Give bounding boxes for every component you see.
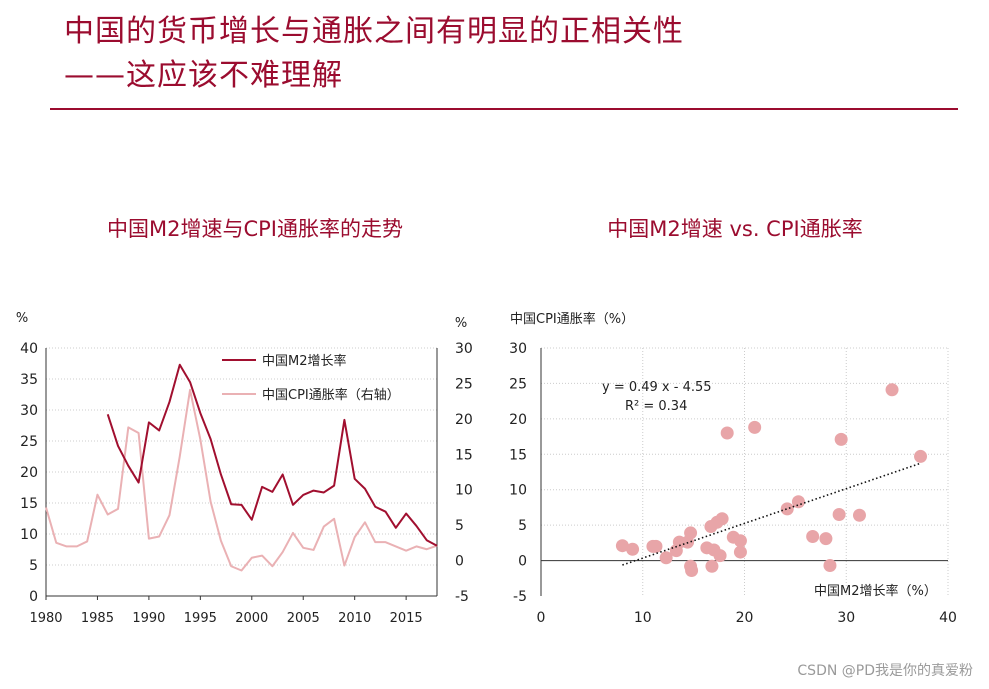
- y2-tick-label: 5: [455, 518, 464, 534]
- trendline-equation: y = 0.49 x - 4.55: [602, 380, 712, 395]
- x-tick-label: 1995: [184, 611, 217, 626]
- y-tick-label: 20: [509, 412, 527, 428]
- y-tick-label: 30: [20, 403, 38, 419]
- y-tick-label: 25: [509, 376, 527, 392]
- scatter-point: [684, 526, 698, 540]
- scatter-point: [659, 551, 673, 565]
- x-tick-label: 2005: [287, 611, 320, 626]
- scatter-point: [649, 539, 663, 553]
- scatter-point: [715, 512, 729, 526]
- y-tick-label: 15: [20, 496, 38, 512]
- scatter-point: [733, 545, 747, 559]
- y-tick-label: 25: [20, 434, 38, 450]
- x-tick-label: 20: [736, 610, 754, 626]
- series-line-m2: [106, 363, 438, 547]
- y-tick-label: 10: [20, 527, 38, 543]
- y-tick-label: 5: [518, 518, 527, 534]
- scatter-y-axis-label: 中国CPI通胀率（%）: [510, 311, 634, 327]
- scatter-point: [685, 563, 699, 577]
- scatter-point: [733, 534, 747, 548]
- y2-tick-label: 0: [455, 554, 464, 570]
- scatter-point: [823, 559, 837, 573]
- scatter-point: [705, 559, 719, 573]
- page-subtitle: ——这应该不难理解: [64, 58, 343, 93]
- x-tick-label: 2000: [235, 611, 268, 626]
- x-tick-label: 1980: [29, 611, 62, 626]
- y2-tick-label: 15: [455, 447, 473, 463]
- x-tick-label: 1990: [132, 611, 165, 626]
- legend-label-cpi: 中国CPI通胀率（右轴）: [262, 387, 400, 403]
- scatter-point: [852, 508, 866, 522]
- legend-label-m2: 中国M2增长率: [262, 353, 347, 369]
- y-tick-label: 15: [509, 447, 527, 463]
- scatter-point: [791, 495, 805, 509]
- scatter-chart-title: 中国M2增速 vs. CPI通胀率: [607, 217, 863, 241]
- y2-tick-label: 20: [455, 412, 473, 428]
- scatter-point: [834, 432, 848, 446]
- line-chart: 0 5 10 15 20 25 30 35 40 -5 0 5 10 15 20 25 30 1980 1985 19…: [16, 311, 473, 626]
- scatter-point: [885, 383, 899, 397]
- y-tick-label: 0: [518, 554, 527, 570]
- x-tick-label: 10: [634, 610, 652, 626]
- x-tick-label: 2010: [338, 611, 371, 626]
- y-tick-label: 35: [20, 372, 38, 388]
- scatter-point: [713, 549, 727, 563]
- scatter-point: [819, 532, 833, 546]
- y2-tick-label: 25: [455, 376, 473, 392]
- y2-tick-label: 10: [455, 483, 473, 499]
- y2-tick-label: 30: [455, 341, 473, 357]
- scatter-point: [626, 542, 640, 556]
- y-tick-label: 30: [509, 341, 527, 357]
- right-axis-unit: %: [455, 316, 467, 331]
- scatter-point: [780, 502, 794, 516]
- y-tick-label: 40: [20, 341, 38, 357]
- left-axis-unit: %: [16, 311, 28, 326]
- page-title: 中国的货币增长与通胀之间有明显的正相关性: [64, 14, 684, 49]
- line-chart-title: 中国M2增速与CPI通胀率的走势: [107, 217, 403, 241]
- scatter-x-axis-label: 中国M2增长率（%）: [814, 583, 937, 599]
- watermark: CSDN @PD我是你的真爱粉: [797, 663, 973, 679]
- x-tick-label: 1985: [81, 611, 114, 626]
- scatter-point: [806, 529, 820, 543]
- scatter-point: [720, 426, 734, 440]
- x-tick-label: 2015: [390, 611, 423, 626]
- x-tick-label: 0: [537, 610, 546, 626]
- y2-tick-label: -5: [455, 589, 469, 605]
- scatter-point: [748, 420, 762, 434]
- y-tick-label: 20: [20, 465, 38, 481]
- scatter-point: [832, 508, 846, 522]
- trendline-r-squared: R² = 0.34: [625, 399, 687, 414]
- y-tick-label: -5: [513, 589, 527, 605]
- line-chart-legend: 中国M2增长率 中国CPI通胀率（右轴）: [222, 353, 400, 403]
- trendline: [622, 462, 921, 566]
- y-tick-label: 5: [29, 558, 38, 574]
- x-tick-label: 40: [939, 610, 957, 626]
- x-tick-label: 30: [837, 610, 855, 626]
- series-line-cpi: [45, 388, 438, 572]
- scatter-point: [914, 449, 928, 463]
- y-tick-label: 10: [509, 483, 527, 499]
- scatter-point: [615, 539, 629, 553]
- title-divider: [50, 108, 958, 110]
- y-tick-label: 0: [29, 589, 38, 605]
